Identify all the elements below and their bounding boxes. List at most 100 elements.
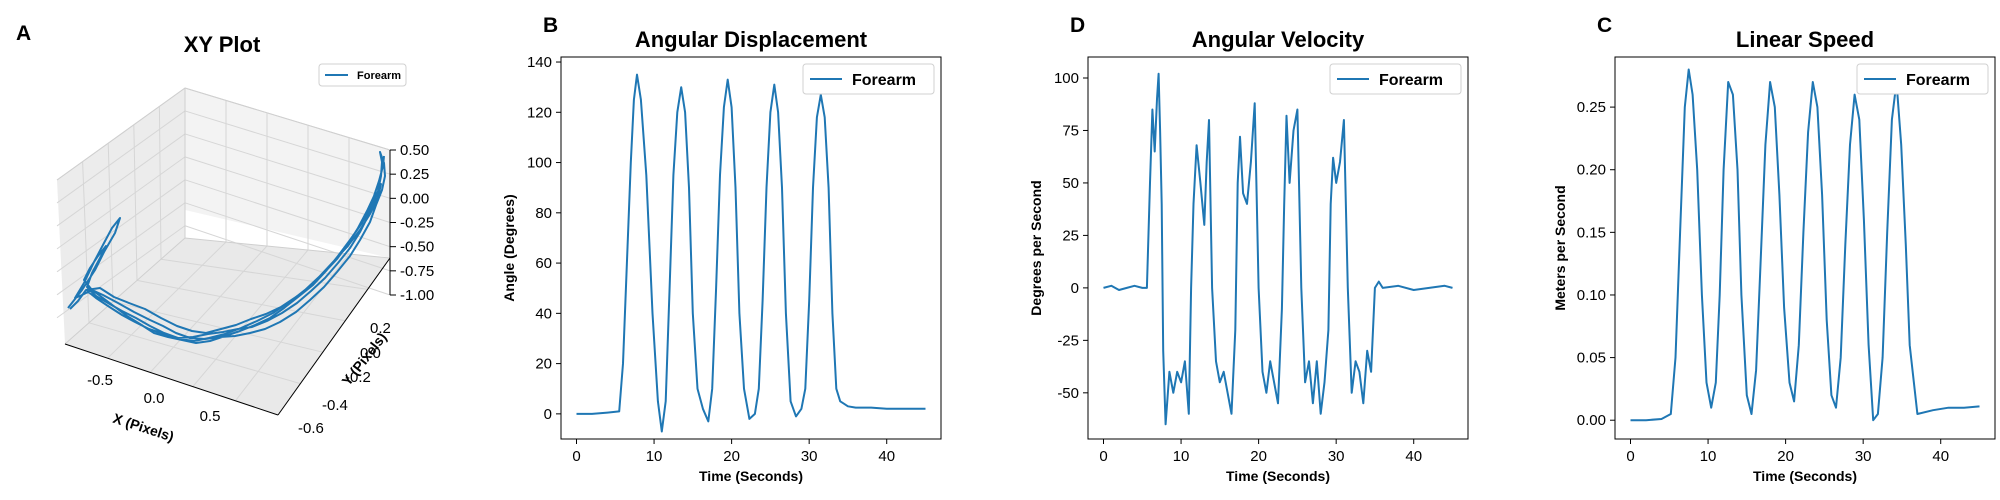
x-tick-label: -0.5 bbox=[87, 372, 113, 389]
grid-line-3d bbox=[56, 202, 186, 296]
plot-area-b bbox=[560, 56, 942, 440]
x-axis-label-d: Time (Seconds) bbox=[1226, 468, 1330, 484]
series-line-forearm-c bbox=[1630, 68, 1980, 422]
grid-line-3d bbox=[160, 258, 368, 290]
panel-letter-d: D bbox=[1070, 14, 1085, 37]
y-tick-label: 100 bbox=[527, 155, 552, 172]
grid-line-3d bbox=[133, 124, 138, 281]
ticks-c: 0 10 20 30 40 0.00 0.05 0.10 0.15 0.20 0.25 bbox=[1577, 99, 1949, 465]
y-tick-label: 25 bbox=[1062, 227, 1079, 244]
x-axis-label-b: Time (Seconds) bbox=[699, 468, 803, 484]
y-tick-label: -50 bbox=[1057, 385, 1079, 402]
x-axis-3d bbox=[64, 343, 279, 416]
x-tick-label: 0 bbox=[1099, 448, 1107, 465]
x-tick-label: 30 bbox=[1855, 448, 1872, 465]
x-tick-label: 0.5 bbox=[200, 408, 221, 425]
grid-line-3d bbox=[56, 110, 186, 204]
y-tick-label: 0 bbox=[1071, 280, 1079, 297]
z-tick-label: 0.25 bbox=[400, 166, 429, 183]
z-tick-label: -1.00 bbox=[400, 287, 434, 304]
x-tick-label: 40 bbox=[1932, 448, 1949, 465]
y-tick-label: -0.6 bbox=[298, 420, 324, 437]
x-axis-label-c: Time (Seconds) bbox=[1753, 468, 1857, 484]
x-tick-label: 0.0 bbox=[144, 390, 165, 407]
series-line-forearm-d bbox=[1103, 72, 1453, 426]
grid-line-3d bbox=[88, 322, 301, 385]
grid-line-3d bbox=[56, 133, 186, 227]
x-tick-label: 40 bbox=[1405, 448, 1422, 465]
grid-line-3d bbox=[56, 179, 186, 273]
y-tick-label: 120 bbox=[527, 104, 552, 121]
y-tick-label: 0.2 bbox=[370, 320, 391, 337]
grid-line-3d bbox=[184, 202, 391, 272]
series-line-forearm-b bbox=[576, 73, 926, 433]
x-tick-label: 10 bbox=[1700, 448, 1717, 465]
legend-box-a bbox=[318, 63, 407, 87]
x-tick-label: 0 bbox=[572, 448, 580, 465]
grid-3d bbox=[56, 87, 391, 402]
x-tick-label: 10 bbox=[1173, 448, 1190, 465]
y-tick-label: 75 bbox=[1062, 122, 1079, 139]
y-axis-label-c: Meters per Second bbox=[1552, 185, 1568, 310]
y-tick-label: 140 bbox=[527, 54, 552, 71]
x-tick-label: 40 bbox=[878, 448, 895, 465]
x-tick-label: 20 bbox=[1250, 448, 1267, 465]
grid-line-3d bbox=[107, 241, 227, 359]
y-tick-label: 0 bbox=[544, 406, 552, 423]
y-tick-label: 50 bbox=[1062, 175, 1079, 192]
z-tick-label: 0.50 bbox=[400, 142, 429, 159]
x-tick-label: 10 bbox=[646, 448, 663, 465]
chart-title-b: Angular Displacement bbox=[635, 27, 868, 52]
panel-b: B Angular Displacement 0 10 20 30 40 0 20 40 60 8… bbox=[501, 14, 942, 484]
legend-label-b: Forearm bbox=[852, 72, 916, 89]
y-tick-label: 0.25 bbox=[1577, 99, 1606, 116]
x-tick-label: 20 bbox=[723, 448, 740, 465]
legend-a: Forearm bbox=[318, 63, 407, 87]
y-tick-label: -0.4 bbox=[322, 397, 348, 414]
y-tick-label: 0.15 bbox=[1577, 224, 1606, 241]
legend-d: Forearm bbox=[1329, 63, 1462, 95]
panel-a: A XY Plot 0.50 0.25 0.00 -0.25 -0.50 -0.75 -1.… bbox=[16, 22, 434, 445]
grid-line-3d bbox=[136, 279, 346, 322]
panel-letter-c: C bbox=[1597, 14, 1612, 37]
x-tick-label: 20 bbox=[1777, 448, 1794, 465]
y-axis-label-b: Angle (Degrees) bbox=[501, 194, 517, 301]
grid-line-3d bbox=[56, 156, 186, 250]
grid-line-3d bbox=[184, 225, 391, 296]
ticks-b: 0 10 20 30 40 0 20 40 60 80 100 120 140 bbox=[527, 54, 895, 465]
y-tick-label: 0.05 bbox=[1577, 350, 1606, 367]
grid-line-3d bbox=[56, 225, 186, 319]
grid-line-3d bbox=[184, 110, 391, 175]
pane-edge-floor bbox=[64, 237, 391, 345]
y-tick-label: 0.00 bbox=[1577, 412, 1606, 429]
z-tick-label: -0.75 bbox=[400, 263, 434, 280]
x-axis-label-a: X (Pixels) bbox=[111, 410, 176, 445]
panel-letter-a: A bbox=[16, 22, 31, 45]
panel-letter-b: B bbox=[543, 14, 558, 37]
x-tick-label: 30 bbox=[1328, 448, 1345, 465]
y-tick-label: -25 bbox=[1057, 332, 1079, 349]
y-tick-label: 0.0 bbox=[360, 345, 381, 362]
y-tick-label: 40 bbox=[535, 305, 552, 322]
legend-label-c: Forearm bbox=[1906, 72, 1970, 89]
y-tick-label: 60 bbox=[535, 255, 552, 272]
y-tick-label: 100 bbox=[1054, 70, 1079, 87]
legend-box-c bbox=[1856, 63, 1989, 95]
grid-line-3d bbox=[184, 133, 391, 199]
x-tick-label: 30 bbox=[801, 448, 818, 465]
grid-line-3d bbox=[149, 245, 268, 373]
y-axis-3d bbox=[277, 257, 391, 416]
x-tick-label: 0 bbox=[1626, 448, 1634, 465]
chart-title-a: XY Plot bbox=[184, 32, 261, 57]
grid-line-3d bbox=[107, 143, 114, 302]
legend-box-d bbox=[1329, 63, 1462, 95]
z-tick-label: -0.25 bbox=[400, 215, 434, 232]
chart-title-c: Linear Speed bbox=[1736, 27, 1874, 52]
legend-c: Forearm bbox=[1856, 63, 1989, 95]
plot-area-d bbox=[1087, 56, 1469, 440]
legend-label-d: Forearm bbox=[1379, 72, 1443, 89]
panel-c: C Linear Speed 0 10 20 30 40 0.00 0.05 0.10 0.15… bbox=[1552, 14, 1996, 484]
y-tick-label: 20 bbox=[535, 356, 552, 373]
y-tick-label: 80 bbox=[535, 205, 552, 222]
